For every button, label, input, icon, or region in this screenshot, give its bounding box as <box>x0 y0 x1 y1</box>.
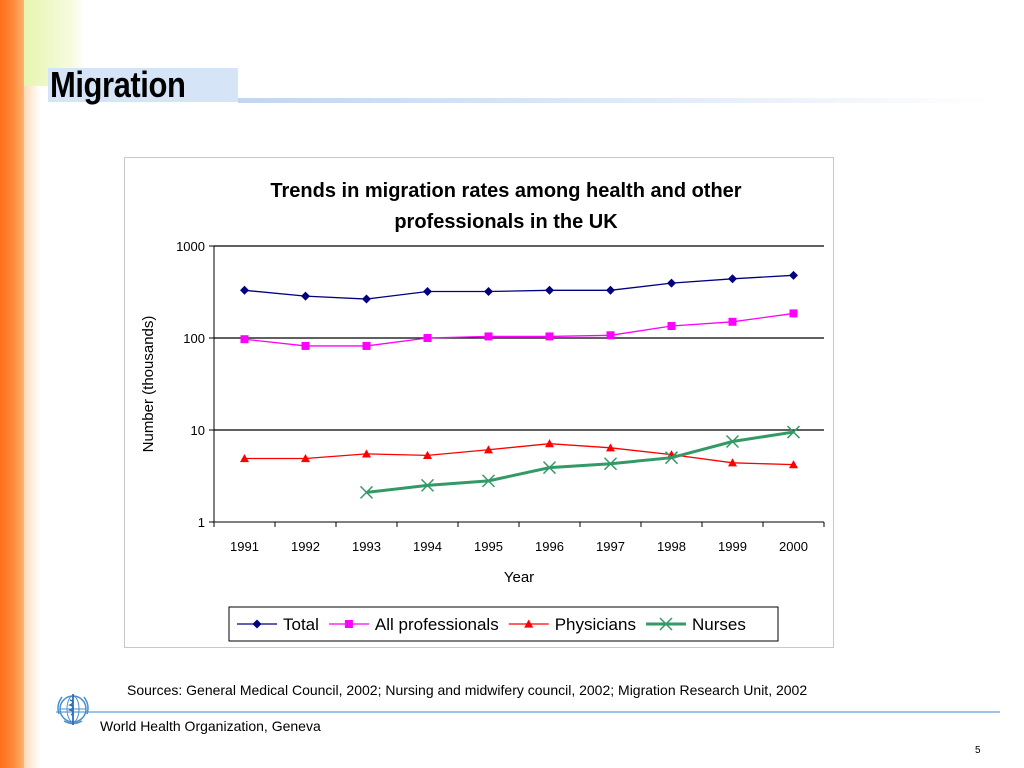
data-point-total <box>789 270 798 280</box>
who-emblem-icon <box>57 694 89 725</box>
chart-title-line: professionals in the UK <box>394 211 618 233</box>
x-tick-label: 1995 <box>474 539 503 554</box>
data-point-nurses <box>664 451 679 465</box>
legend-marker-physicians <box>524 619 534 628</box>
sources-note: Sources: General Medical Council, 2002; … <box>127 682 808 698</box>
data-point-total <box>728 274 737 284</box>
data-point-total <box>606 285 615 295</box>
footer-divider <box>56 711 1000 713</box>
data-point-physicians <box>240 454 249 463</box>
y-tick-label: 1000 <box>176 239 205 254</box>
data-point-total <box>667 278 676 288</box>
data-point-nurses <box>359 485 374 499</box>
data-point-all-professionals <box>240 335 249 344</box>
series-line-nurses <box>366 430 794 494</box>
migration-chart: Trends in migration rates among health a… <box>140 180 825 642</box>
data-point-nurses <box>542 461 557 475</box>
legend-marker-nurses <box>659 617 673 631</box>
left-color-band <box>0 0 24 768</box>
legend-box <box>228 606 779 642</box>
y-tick-label: 1 <box>198 515 205 530</box>
data-point-all-professionals <box>362 341 371 350</box>
data-point-total <box>484 287 493 297</box>
data-point-physicians <box>728 458 737 467</box>
data-point-physicians <box>545 439 554 448</box>
data-point-total <box>301 291 310 301</box>
data-point-nurses <box>603 457 618 471</box>
x-tick-label: 1993 <box>352 539 381 554</box>
title-highlight-bar <box>48 68 238 102</box>
series-line-total <box>244 274 794 300</box>
legend-label-nurses: Nurses <box>692 615 746 634</box>
series-line-physicians <box>244 443 794 466</box>
series-line-all-professionals <box>244 312 794 347</box>
data-point-physicians <box>606 443 615 452</box>
data-point-total <box>240 285 249 295</box>
left-fade-band <box>24 0 40 768</box>
page-title: Migration <box>50 64 186 105</box>
data-point-all-professionals <box>423 334 432 342</box>
x-tick-label: 1992 <box>291 539 320 554</box>
organization-name: World Health Organization, Geneva <box>100 718 321 734</box>
data-point-physicians <box>789 460 798 469</box>
data-point-all-professionals <box>545 332 554 341</box>
legend-label-all-professionals: All professionals <box>375 615 499 634</box>
data-point-total <box>423 287 432 297</box>
data-point-physicians <box>484 445 493 454</box>
data-point-total <box>545 285 554 295</box>
x-tick-label: 1996 <box>535 539 564 554</box>
data-point-nurses <box>420 478 435 492</box>
data-point-all-professionals <box>667 322 676 331</box>
data-point-all-professionals <box>484 332 493 341</box>
x-tick-label: 1997 <box>596 539 625 554</box>
y-tick-label: 10 <box>191 423 205 438</box>
title-underline <box>238 98 998 103</box>
y-tick-label: 100 <box>183 331 205 346</box>
y-axis-title: Number (thousands) <box>140 316 157 453</box>
legend-marker-total <box>252 619 262 629</box>
data-point-all-professionals <box>301 341 310 350</box>
legend-label-physicians: Physicians <box>555 615 636 634</box>
data-point-all-professionals <box>789 309 798 318</box>
data-point-total <box>362 294 371 304</box>
data-point-physicians <box>423 450 432 459</box>
x-tick-label: 1999 <box>718 539 747 554</box>
x-tick-label: 1991 <box>230 539 259 554</box>
page-number: 5 <box>975 745 981 756</box>
data-point-nurses <box>725 434 740 449</box>
x-tick-label: 1994 <box>413 539 442 554</box>
data-point-physicians <box>362 449 371 458</box>
data-point-nurses <box>786 425 801 439</box>
x-axis-title: Year <box>504 569 534 586</box>
data-point-nurses <box>481 474 496 488</box>
legend-marker-all-professionals <box>344 620 353 628</box>
chart-title-line: Trends in migration rates among health a… <box>270 180 741 202</box>
x-tick-label: 2000 <box>779 539 808 554</box>
x-tick-label: 1998 <box>657 539 686 554</box>
data-point-all-professionals <box>606 331 615 340</box>
data-point-physicians <box>301 454 310 463</box>
legend-label-total: Total <box>283 615 319 634</box>
data-point-all-professionals <box>728 317 737 326</box>
chart-frame: Trends in migration rates among health a… <box>124 157 834 648</box>
